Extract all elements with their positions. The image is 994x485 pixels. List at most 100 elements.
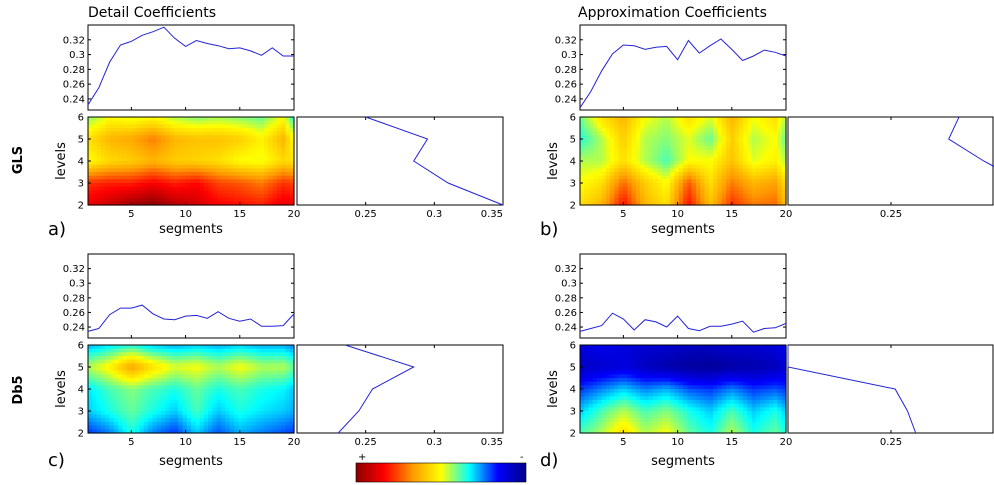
heatmap-cell — [622, 128, 628, 133]
heatmap-cell — [773, 172, 779, 177]
heatmap-cell — [251, 352, 256, 357]
heatmap-cell — [640, 378, 645, 383]
heatmap-cell — [661, 157, 667, 162]
heatmap-cell — [105, 422, 111, 427]
heatmap-cell — [734, 146, 740, 151]
heatmap-cell — [156, 370, 162, 375]
heatmap-cell — [601, 157, 607, 162]
heatmap-cell — [285, 345, 291, 350]
heatmap-cell — [635, 197, 641, 202]
heatmap-cell — [631, 190, 637, 195]
heatmap-cell — [233, 120, 239, 125]
heatmap-cell — [225, 117, 231, 122]
heatmap-cell — [208, 370, 214, 375]
heatmap-cell — [610, 381, 615, 386]
heatmap-cell — [139, 197, 145, 202]
heatmap-cell — [225, 161, 231, 166]
heatmap-cell — [695, 168, 701, 173]
heatmap-cell — [768, 385, 774, 390]
heatmap-cell — [173, 356, 179, 361]
heatmap-cell — [281, 359, 287, 364]
heatmap-cell — [622, 400, 628, 405]
heatmap-cell — [781, 418, 787, 423]
heatmap-cell — [695, 157, 701, 162]
heatmap-cell — [610, 164, 615, 169]
heatmap-cell — [178, 370, 184, 375]
heatmap-cell — [657, 201, 663, 206]
heatmap-cell — [674, 407, 680, 412]
heatmap-cell — [635, 403, 641, 408]
heatmap-cell — [289, 120, 295, 125]
heatmap-cell — [721, 183, 727, 188]
heatmap-cell — [165, 425, 171, 430]
heatmap-cell — [640, 348, 645, 353]
heatmap-cell — [665, 396, 671, 401]
heatmap-cell — [113, 135, 119, 140]
heatmap-cell — [229, 352, 235, 357]
heatmap-cell — [229, 164, 235, 169]
heatmap-cell — [773, 392, 779, 397]
heatmap-cell — [734, 363, 740, 368]
heatmap-cell — [92, 150, 98, 155]
heatmap-cell — [178, 153, 184, 158]
heatmap-cell — [584, 157, 590, 162]
heatmap-cell — [648, 356, 654, 361]
heatmap-cell — [242, 403, 248, 408]
heatmap-cell — [717, 389, 723, 394]
heatmap-cell — [601, 120, 607, 125]
heatmap-cell — [182, 396, 188, 401]
heatmap-cell — [182, 381, 188, 386]
heatmap-cell — [122, 378, 128, 383]
heatmap-cell — [627, 396, 633, 401]
heatmap-cell — [238, 411, 244, 416]
heatmap-cell — [725, 146, 731, 151]
heatmap-cell — [657, 348, 663, 353]
heatmap-cell — [708, 157, 714, 162]
heatmap-cell — [640, 197, 645, 202]
heatmap-cell — [96, 190, 102, 195]
heatmap-cell — [657, 117, 663, 122]
heatmap-cell — [661, 183, 667, 188]
heatmap-cell — [592, 124, 598, 129]
heatmap-cell — [191, 197, 196, 202]
heatmap-cell — [635, 190, 641, 195]
heatmap-cell — [203, 183, 209, 188]
heatmap-cell — [781, 396, 787, 401]
heatmap-ytick-label: 6 — [570, 341, 576, 352]
heatmap-cell — [661, 374, 667, 379]
heatmap-cell — [186, 161, 192, 166]
heatmap-cell — [178, 356, 184, 361]
heatmap-cell — [178, 389, 184, 394]
heatmap-cell — [96, 164, 102, 169]
heatmap-cell — [191, 201, 196, 206]
heatmap-cell — [255, 124, 261, 129]
heatmap-cell — [708, 363, 714, 368]
heatmap-cell — [773, 168, 779, 173]
heatmap-cell — [618, 378, 624, 383]
heatmap-cell — [605, 124, 611, 129]
heatmap-cell — [614, 378, 620, 383]
heatmap-cell — [588, 168, 594, 173]
heatmap-cell — [747, 194, 753, 199]
heatmap-cell — [721, 194, 727, 199]
heatmap-cell — [203, 153, 209, 158]
heatmap-cell — [713, 157, 718, 162]
heatmap-cell — [678, 135, 684, 140]
heatmap-cell — [195, 385, 201, 390]
heatmap-cell — [674, 128, 680, 133]
heatmap-cell — [156, 142, 162, 147]
heatmap-cell — [109, 117, 115, 122]
heatmap-cell — [670, 425, 676, 430]
heatmap-cell — [152, 120, 158, 125]
heatmap-cell — [105, 175, 111, 180]
heatmap-cell — [92, 164, 98, 169]
heatmap-cell — [238, 135, 244, 140]
heatmap-cell — [760, 374, 766, 379]
heatmap-cell — [178, 392, 184, 397]
heatmap-cell — [178, 400, 184, 405]
heatmap-cell — [773, 190, 779, 195]
heatmap-cell — [631, 356, 637, 361]
heatmap-cell — [751, 389, 757, 394]
heatmap-cell — [678, 403, 684, 408]
heatmap-cell — [691, 194, 697, 199]
